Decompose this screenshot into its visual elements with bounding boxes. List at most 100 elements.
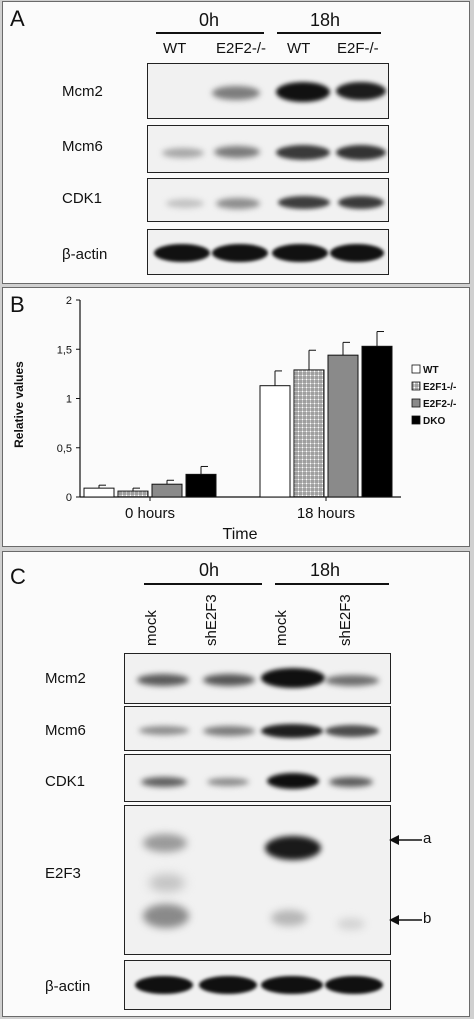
panel-c: C 0h 18h mock shE2F3 mock shE2F3 Mcm2 Mc…	[2, 551, 470, 1017]
band	[325, 725, 379, 737]
legend-swatch	[411, 415, 421, 425]
lane-label: E2F2-/-	[216, 40, 267, 57]
row-label-cdk1: CDK1	[62, 190, 103, 207]
x-axis-label: Time	[223, 526, 258, 543]
band	[267, 773, 319, 789]
arrow-a-label: a	[423, 830, 432, 847]
y-tick-label: 2	[66, 295, 72, 307]
y-axis-label: Relative values	[12, 361, 26, 448]
blot-beta-actin	[147, 229, 389, 275]
timepoint-0h-bar	[144, 583, 262, 585]
legend-label: WT	[423, 365, 439, 376]
band	[143, 834, 187, 852]
bar	[185, 473, 217, 498]
band	[261, 668, 325, 688]
band	[143, 904, 189, 928]
bar	[151, 483, 183, 498]
band	[212, 86, 260, 100]
band	[166, 199, 204, 208]
blot-beta-actin	[124, 960, 391, 1010]
timepoint-0h: 0h	[199, 560, 220, 580]
blot-cdk1	[124, 754, 391, 802]
band	[135, 976, 193, 994]
row-label-mcm6: Mcm6	[45, 722, 86, 739]
band	[162, 148, 204, 158]
lane-label: shE2F3	[337, 594, 354, 646]
y-tick-label: 1,5	[57, 344, 72, 356]
bar-chart: 0 0,5 1 1,5 2 Relative values 0 hours 18 hours T…	[12, 295, 456, 543]
band	[216, 198, 260, 209]
legend-swatch	[411, 398, 421, 408]
band	[261, 976, 323, 994]
band	[214, 146, 260, 158]
band	[276, 82, 330, 102]
band	[336, 82, 386, 100]
bar	[259, 385, 291, 498]
band	[278, 196, 330, 209]
timepoint-18h-bar	[275, 583, 389, 585]
lane-label: shE2F3	[203, 594, 220, 646]
row-label-beta-actin: β-actin	[62, 246, 108, 263]
x-tick-label: 18 hours	[297, 505, 355, 522]
band	[149, 874, 185, 892]
lane-label: WT	[163, 40, 187, 57]
band	[337, 918, 365, 930]
band	[212, 244, 268, 262]
band	[154, 244, 210, 262]
bar	[361, 345, 393, 498]
blot-cdk1	[147, 178, 389, 222]
bar	[117, 490, 149, 498]
band	[265, 836, 321, 860]
band	[199, 976, 257, 994]
legend-swatch	[411, 364, 421, 374]
blot-mcm6	[124, 706, 391, 751]
band	[336, 145, 386, 160]
timepoint-18h: 18h	[310, 560, 341, 580]
row-label-beta-actin: β-actin	[45, 978, 91, 995]
band	[330, 244, 384, 262]
row-label-mcm2: Mcm2	[62, 83, 103, 100]
band	[203, 674, 255, 686]
band	[272, 244, 328, 262]
timepoint-18h: 18h	[310, 10, 341, 30]
lane-label: E2F-/-	[337, 40, 379, 57]
panel-b-label: B	[10, 292, 25, 317]
legend-label: E2F1-/-	[423, 382, 456, 393]
y-tick-label: 0	[66, 492, 72, 504]
bar	[327, 354, 359, 498]
panel-c-label: C	[10, 564, 26, 589]
y-tick-label: 1	[66, 394, 72, 406]
band	[137, 674, 189, 686]
row-label-e2f3: E2F3	[45, 865, 81, 882]
legend-label: E2F2-/-	[423, 399, 456, 410]
lane-label: mock	[273, 610, 290, 646]
row-label-mcm6: Mcm6	[62, 138, 103, 155]
bar	[83, 487, 115, 498]
lane-label: WT	[287, 40, 311, 57]
legend-swatch	[411, 381, 421, 391]
band	[203, 726, 255, 736]
band	[325, 976, 383, 994]
row-label-mcm2: Mcm2	[45, 670, 86, 687]
panel-a-label: A	[10, 6, 25, 31]
bar	[293, 369, 325, 498]
row-label-cdk1: CDK1	[45, 773, 86, 790]
arrow-a-icon	[389, 835, 422, 845]
blot-e2f3	[124, 805, 391, 955]
band	[325, 675, 379, 686]
panel-b: B 0 0,5 1 1,5 2 Relative values 0 hours 18 hour…	[2, 287, 470, 547]
band	[271, 910, 307, 926]
blot-mcm6	[147, 125, 389, 173]
band	[141, 777, 187, 787]
panel-a: A 0h 18h WT E2F2-/- WT E2F-/- Mcm2 Mcm6 …	[2, 1, 470, 284]
legend-label: DKO	[423, 416, 445, 427]
band	[207, 778, 249, 786]
y-tick-label: 0,5	[57, 443, 72, 455]
band	[261, 724, 323, 738]
blot-mcm2	[124, 653, 391, 704]
lane-label: mock	[143, 610, 160, 646]
band	[139, 726, 189, 735]
timepoint-0h: 0h	[199, 10, 220, 30]
band	[338, 196, 384, 209]
arrow-b-icon	[389, 915, 422, 925]
